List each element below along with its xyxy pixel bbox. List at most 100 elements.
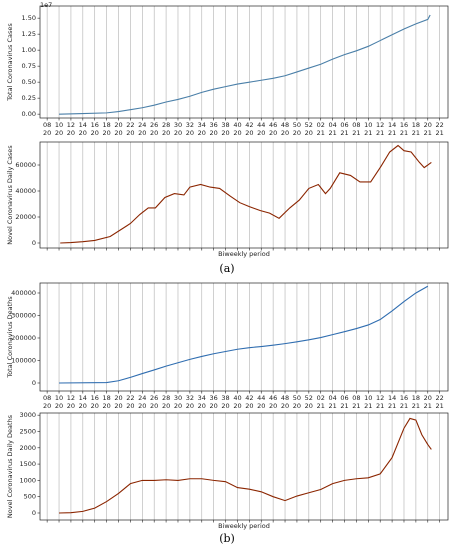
x-tick-label: 52 20 [304, 394, 313, 410]
x-tick-label: 36 20 [209, 121, 218, 137]
y-tick-label: 2500 [19, 427, 36, 435]
x-tick-label: 22 21 [435, 121, 444, 137]
x-tick-label: 46 20 [269, 121, 278, 137]
x-tick-label: 16 20 [90, 394, 99, 410]
x-tick-label: 52 20 [304, 121, 313, 137]
x-tick-label: 48 20 [280, 394, 290, 410]
y-tick-label: 1500 [19, 460, 36, 468]
x-tick-label: 02 21 [316, 394, 325, 410]
x-tick-label: 32 20 [185, 121, 195, 137]
x-tick-label: 14 21 [387, 394, 397, 410]
x-axis-label: Biweekly period [218, 522, 270, 530]
x-tick-label: 18 20 [102, 121, 111, 137]
y-axis-label: Novel Coronavirus Daily Cases [6, 145, 14, 245]
x-tick-label: 22 20 [126, 394, 135, 410]
x-tick-label: 14 20 [78, 394, 87, 410]
data-line [59, 14, 431, 115]
plot-frame [39, 5, 449, 119]
y-tick-label: 400000 [11, 289, 36, 297]
x-tick-label: 14 20 [78, 121, 87, 137]
x-tick-label: 16 20 [90, 121, 99, 137]
x-tick-label: 06 21 [340, 394, 349, 410]
x-tick-label: 20 21 [423, 121, 432, 137]
x-tick-label: 10 21 [364, 121, 373, 137]
y-tick-label: 20000 [15, 213, 36, 221]
y-axis-label: Total Coronavirus Deaths [6, 296, 14, 379]
y-axis-label: Total Coronavirus Cases [6, 23, 14, 102]
x-tick-label: 12 21 [376, 394, 385, 410]
x-tick-label: 08 21 [352, 121, 361, 137]
y-tick-label: 100000 [11, 356, 36, 364]
y-axis-label: Novel Coronavirus Daily Deaths [6, 414, 14, 518]
x-tick-label: 38 20 [221, 394, 230, 410]
x-tick-label: 26 20 [150, 394, 159, 410]
x-tick-label: 34 20 [197, 121, 206, 137]
x-tick-label: 30 20 [173, 394, 183, 410]
x-tick-label: 26 20 [150, 121, 159, 137]
x-tick-label: 04 21 [328, 394, 337, 410]
data-line [59, 417, 432, 514]
x-tick-label: 16 21 [399, 394, 409, 410]
x-tick-label: 10 20 [54, 121, 64, 137]
x-tick-label: 12 21 [376, 121, 385, 137]
x-tick-label: 46 20 [269, 394, 278, 410]
y-tick-label: 1.00 [22, 46, 36, 54]
y-tick-label: 0.00 [22, 110, 36, 118]
x-tick-label: 50 20 [292, 121, 302, 137]
x-tick-label: 48 20 [280, 121, 290, 137]
y-tick-label: 0.75 [22, 62, 36, 70]
y-tick-label: 0 [32, 239, 36, 247]
x-tick-label: 40 20 [233, 394, 242, 410]
y-tick-label: 2000 [19, 444, 36, 452]
x-tick-label: 44 20 [257, 394, 266, 410]
x-tick-label: 38 20 [221, 121, 230, 137]
x-tick-label: 22 20 [126, 121, 135, 137]
x-tick-label: 12 20 [66, 394, 76, 410]
x-tick-label: 18 21 [411, 121, 421, 137]
x-tick-label: 18 20 [102, 394, 111, 410]
x-tick-label: 10 20 [54, 394, 64, 410]
x-tick-label: 28 20 [161, 394, 171, 410]
y-tick-label: 1000 [19, 476, 36, 484]
y-tick-label: 1.25 [22, 30, 36, 38]
caption: (a) [219, 262, 235, 275]
y-tick-label: 1.50 [22, 14, 36, 22]
y-tick-label: 0.25 [22, 94, 36, 102]
x-tick-label: 30 20 [173, 121, 183, 137]
plot-frame [39, 141, 449, 249]
y-tick-label: 60000 [15, 161, 36, 169]
x-tick-label: 02 21 [316, 121, 325, 137]
x-tick-label: 08 21 [352, 394, 361, 410]
x-tick-label: 20 20 [114, 121, 123, 137]
x-tick-label: 08 20 [42, 394, 52, 410]
x-tick-label: 06 21 [340, 121, 349, 137]
x-tick-label: 12 20 [66, 121, 76, 137]
y-tick-label: 0 [32, 509, 36, 517]
x-tick-label: 10 21 [364, 394, 373, 410]
y-tick-label: 3000 [19, 411, 36, 419]
y-tick-label: 300000 [11, 311, 36, 319]
x-tick-label: 44 20 [257, 121, 266, 137]
x-tick-label: 22 21 [435, 394, 444, 410]
y-tick-label: 0.50 [22, 78, 36, 86]
plot-frame [39, 412, 449, 521]
x-tick-label: 50 20 [292, 394, 302, 410]
x-tick-label: 20 20 [114, 394, 123, 410]
plot-frame [39, 282, 449, 392]
y-tick-label: 40000 [15, 187, 36, 195]
x-tick-label: 28 20 [161, 121, 171, 137]
x-tick-label: 36 20 [209, 394, 218, 410]
data-line [59, 285, 429, 384]
x-axis-label: Biweekly period [218, 250, 270, 258]
x-tick-label: 34 20 [197, 394, 206, 410]
x-tick-label: 24 20 [138, 121, 147, 137]
y-tick-label: 200000 [11, 334, 36, 342]
x-tick-label: 16 21 [399, 121, 409, 137]
x-tick-label: 04 21 [328, 121, 337, 137]
x-tick-label: 24 20 [138, 394, 147, 410]
x-tick-label: 42 20 [245, 394, 254, 410]
x-tick-label: 14 21 [387, 121, 397, 137]
x-tick-label: 18 21 [411, 394, 421, 410]
y-tick-label: 500 [24, 493, 36, 501]
